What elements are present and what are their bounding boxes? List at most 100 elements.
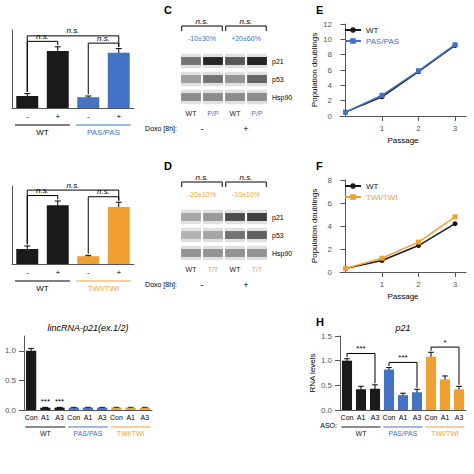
svg-text:-: - bbox=[26, 268, 29, 277]
svg-text:0.5: 0.5 bbox=[5, 376, 17, 385]
svg-text:WT: WT bbox=[36, 284, 49, 293]
svg-text:E: E bbox=[316, 4, 323, 16]
svg-text:8: 8 bbox=[328, 176, 333, 185]
svg-text:WT: WT bbox=[230, 110, 242, 117]
svg-text:1: 1 bbox=[380, 124, 385, 133]
svg-text:12: 12 bbox=[323, 20, 332, 29]
svg-text:A3: A3 bbox=[455, 414, 464, 421]
svg-text:-: - bbox=[26, 112, 29, 121]
svg-text:n.s.: n.s. bbox=[97, 187, 110, 196]
svg-text:p21: p21 bbox=[394, 323, 410, 333]
svg-text:WT: WT bbox=[366, 26, 379, 35]
svg-text:2: 2 bbox=[328, 245, 333, 254]
svg-text:A1: A1 bbox=[357, 414, 366, 421]
svg-text:***: *** bbox=[41, 397, 50, 406]
svg-text:lincRNA-p21(ex.1/2): lincRNA-p21(ex.1/2) bbox=[47, 323, 128, 333]
svg-text:WT: WT bbox=[186, 110, 198, 117]
svg-text:Passage: Passage bbox=[387, 292, 419, 301]
svg-text:Population doublings: Population doublings bbox=[310, 189, 319, 263]
svg-text:Hsp90: Hsp90 bbox=[272, 94, 292, 102]
svg-text:A1: A1 bbox=[41, 414, 50, 421]
svg-text:PAS/PAS: PAS/PAS bbox=[87, 128, 120, 137]
svg-text:-: - bbox=[87, 268, 90, 277]
svg-text:0: 0 bbox=[328, 112, 333, 121]
svg-text:A1: A1 bbox=[399, 414, 408, 421]
svg-text:TWI/TWI: TWI/TWI bbox=[366, 193, 398, 202]
svg-text:2: 2 bbox=[416, 124, 421, 133]
svg-text:Con: Con bbox=[425, 414, 438, 421]
svg-text:***: *** bbox=[356, 344, 365, 353]
svg-text:0: 0 bbox=[328, 268, 333, 277]
svg-text:ASO:: ASO: bbox=[320, 422, 337, 429]
svg-text:Doxo [8h]:: Doxo [8h]: bbox=[145, 125, 177, 133]
svg-text:n.s.: n.s. bbox=[196, 17, 209, 26]
svg-text:1.0: 1.0 bbox=[321, 356, 333, 365]
svg-text:A3: A3 bbox=[98, 414, 107, 421]
svg-text:A3: A3 bbox=[141, 414, 150, 421]
svg-text:Con: Con bbox=[25, 414, 38, 421]
svg-text:2: 2 bbox=[416, 280, 421, 289]
svg-text:H: H bbox=[316, 316, 324, 328]
svg-text:+20±60%: +20±60% bbox=[231, 35, 261, 42]
svg-text:n.s.: n.s. bbox=[240, 173, 253, 182]
svg-text:p53: p53 bbox=[272, 232, 284, 240]
svg-text:p21: p21 bbox=[272, 214, 284, 222]
svg-text:A3: A3 bbox=[55, 414, 64, 421]
svg-text:10: 10 bbox=[323, 35, 332, 44]
svg-text:n.s.: n.s. bbox=[67, 26, 80, 35]
svg-text:+: + bbox=[116, 268, 121, 277]
svg-text:p53: p53 bbox=[272, 76, 284, 84]
svg-text:0.0: 0.0 bbox=[321, 406, 333, 415]
svg-text:PAS/PAS: PAS/PAS bbox=[366, 37, 399, 46]
svg-text:A3: A3 bbox=[413, 414, 422, 421]
svg-text:8: 8 bbox=[328, 50, 333, 59]
svg-text:n.s.: n.s. bbox=[97, 34, 110, 43]
svg-text:Con: Con bbox=[341, 414, 354, 421]
svg-text:RNA levels: RNA levels bbox=[308, 353, 317, 392]
svg-text:Con: Con bbox=[383, 414, 396, 421]
svg-text:-: - bbox=[87, 112, 90, 121]
svg-text:***: *** bbox=[398, 353, 407, 362]
svg-text:P/P: P/P bbox=[251, 110, 263, 117]
svg-text:A3: A3 bbox=[371, 414, 380, 421]
svg-text:C: C bbox=[164, 4, 172, 16]
svg-text:D: D bbox=[164, 160, 172, 172]
svg-text:TWI/TWI: TWI/TWI bbox=[88, 284, 120, 293]
svg-text:Passage: Passage bbox=[387, 136, 419, 145]
svg-text:n.s.: n.s. bbox=[67, 181, 80, 190]
svg-text:+: + bbox=[243, 124, 248, 134]
svg-text:3: 3 bbox=[453, 280, 458, 289]
svg-text:PAS/PAS: PAS/PAS bbox=[74, 430, 103, 437]
svg-text:-10±30%: -10±30% bbox=[188, 35, 216, 42]
svg-text:6: 6 bbox=[328, 199, 333, 208]
svg-text:n.s.: n.s. bbox=[240, 17, 253, 26]
svg-text:TWI/TWI: TWI/TWI bbox=[117, 430, 145, 437]
svg-text:A1: A1 bbox=[126, 414, 135, 421]
svg-text:*: * bbox=[443, 338, 446, 347]
svg-text:A1: A1 bbox=[84, 414, 93, 421]
svg-text:Con: Con bbox=[67, 414, 80, 421]
svg-text:A1: A1 bbox=[441, 414, 450, 421]
svg-text:F: F bbox=[316, 160, 323, 172]
svg-text:Hsp90: Hsp90 bbox=[272, 250, 292, 258]
svg-text:WT: WT bbox=[186, 266, 198, 273]
svg-text:4: 4 bbox=[328, 81, 333, 90]
svg-text:1: 1 bbox=[380, 280, 385, 289]
svg-text:-10±10%: -10±10% bbox=[232, 191, 260, 198]
svg-text:n.s.: n.s. bbox=[196, 173, 209, 182]
svg-text:+: + bbox=[55, 112, 60, 121]
svg-text:+: + bbox=[243, 280, 248, 290]
svg-text:2: 2 bbox=[328, 96, 333, 105]
svg-text:Doxo [8h]:: Doxo [8h]: bbox=[145, 281, 177, 289]
svg-text:***: *** bbox=[55, 397, 64, 406]
svg-text:6: 6 bbox=[328, 66, 333, 75]
svg-text:P/P: P/P bbox=[207, 110, 219, 117]
svg-text:WT: WT bbox=[40, 430, 52, 437]
svg-text:0.5: 0.5 bbox=[321, 381, 333, 390]
svg-text:0.0: 0.0 bbox=[5, 406, 17, 415]
svg-text:TWI/TWI: TWI/TWI bbox=[431, 430, 459, 437]
svg-text:1.0: 1.0 bbox=[5, 346, 17, 355]
svg-text:T/T: T/T bbox=[208, 266, 219, 273]
svg-text:-: - bbox=[201, 124, 204, 134]
svg-text:p21: p21 bbox=[272, 58, 284, 66]
